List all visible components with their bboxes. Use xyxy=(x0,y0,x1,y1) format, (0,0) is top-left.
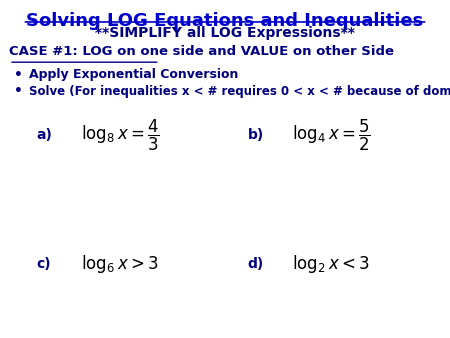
Text: CASE #1: LOG on one side and VALUE on other Side: CASE #1: LOG on one side and VALUE on ot… xyxy=(9,45,394,57)
Text: c): c) xyxy=(36,257,50,271)
Text: •: • xyxy=(14,68,22,81)
Text: a): a) xyxy=(36,128,52,142)
Text: $\log_{2} x < 3$: $\log_{2} x < 3$ xyxy=(292,252,370,275)
Text: **SIMPLIFY all LOG Expressions**: **SIMPLIFY all LOG Expressions** xyxy=(95,26,355,40)
Text: $\log_{8} x = \dfrac{4}{3}$: $\log_{8} x = \dfrac{4}{3}$ xyxy=(81,118,160,153)
Text: d): d) xyxy=(248,257,264,271)
Text: Solve (For inequalities x < # requires 0 < x < # because of domain: Solve (For inequalities x < # requires 0… xyxy=(29,84,450,97)
Text: $\log_{6} x > 3$: $\log_{6} x > 3$ xyxy=(81,252,158,275)
Text: •: • xyxy=(14,84,22,98)
Text: Solving LOG Equations and Inequalities: Solving LOG Equations and Inequalities xyxy=(27,12,423,30)
Text: Apply Exponential Conversion: Apply Exponential Conversion xyxy=(29,68,238,80)
Text: b): b) xyxy=(248,128,264,142)
Text: $\log_{4} x = \dfrac{5}{2}$: $\log_{4} x = \dfrac{5}{2}$ xyxy=(292,118,371,153)
